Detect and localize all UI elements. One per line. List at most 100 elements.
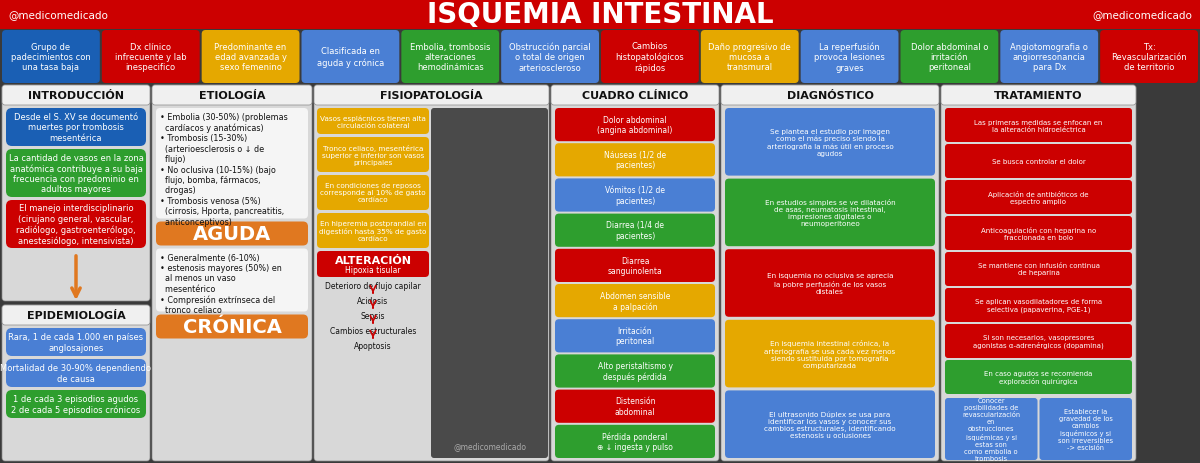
- FancyBboxPatch shape: [946, 217, 1132, 250]
- Text: Angiotomografia o
angiorresonancia
para Dx: Angiotomografia o angiorresonancia para …: [1010, 43, 1088, 72]
- Text: Desde el S. XV se documentó
muertes por trombosis
mesentérica: Desde el S. XV se documentó muertes por …: [14, 113, 138, 143]
- Text: Las primeras medidas se enfocan en
la alteración hidroeléctrica: Las primeras medidas se enfocan en la al…: [974, 119, 1103, 132]
- Text: • Embolia (30-50%) (problemas
  cardíacos y anatómicas)
• Trombosis (15-30%)
  (: • Embolia (30-50%) (problemas cardíacos …: [160, 113, 288, 226]
- FancyBboxPatch shape: [800, 31, 899, 84]
- FancyBboxPatch shape: [554, 284, 715, 318]
- Text: Se plantea el estudio por imagen
como el más preciso siendo la
arteriografía la : Se plantea el estudio por imagen como el…: [767, 128, 893, 156]
- FancyBboxPatch shape: [701, 31, 799, 84]
- Text: TRATAMIENTO: TRATAMIENTO: [995, 91, 1082, 101]
- FancyBboxPatch shape: [554, 319, 715, 353]
- Text: Diarrea
sanguinolenta: Diarrea sanguinolenta: [607, 256, 662, 275]
- FancyBboxPatch shape: [431, 109, 548, 458]
- Text: Anticoagulación con heparina no
fraccionada en bolo: Anticoagulación con heparina no fraccion…: [980, 226, 1096, 240]
- FancyBboxPatch shape: [554, 355, 715, 388]
- FancyBboxPatch shape: [721, 86, 940, 106]
- Text: Dolor abdominal o
irritación
peritoneal: Dolor abdominal o irritación peritoneal: [911, 43, 988, 72]
- FancyBboxPatch shape: [946, 288, 1132, 322]
- FancyBboxPatch shape: [6, 200, 146, 249]
- FancyBboxPatch shape: [1001, 31, 1098, 84]
- Text: FISIOPATOLOGÍA: FISIOPATOLOGÍA: [380, 91, 482, 101]
- Text: El manejo interdisciplinario
(cirujano general, vascular,
radiólogo, gastroenter: El manejo interdisciplinario (cirujano g…: [16, 204, 136, 245]
- FancyBboxPatch shape: [601, 31, 698, 84]
- Text: Deterioro de flujo capilar: Deterioro de flujo capilar: [325, 282, 421, 290]
- Text: 1 de cada 3 episodios agudos
2 de cada 5 episodios crónicos: 1 de cada 3 episodios agudos 2 de cada 5…: [11, 394, 140, 414]
- FancyBboxPatch shape: [202, 31, 300, 84]
- FancyBboxPatch shape: [554, 109, 715, 142]
- Text: Diarrea (1/4 de
pacientes): Diarrea (1/4 de pacientes): [606, 221, 664, 240]
- Text: ISQUEMIA INTESTINAL: ISQUEMIA INTESTINAL: [427, 1, 773, 29]
- Text: Tx:
Revascularización
de territorio: Tx: Revascularización de territorio: [1111, 43, 1187, 72]
- Text: EPIDEMIOLOGÍA: EPIDEMIOLOGÍA: [26, 310, 125, 320]
- FancyBboxPatch shape: [6, 150, 146, 198]
- Text: En condiciones de reposos
corresponde al 10% de gasto
cardíaco: En condiciones de reposos corresponde al…: [320, 183, 426, 203]
- Text: Abdomen sensible
a palpación: Abdomen sensible a palpación: [600, 291, 670, 311]
- Text: Grupo de
padecimientos con
una tasa baja: Grupo de padecimientos con una tasa baja: [11, 43, 91, 72]
- FancyBboxPatch shape: [6, 109, 146, 147]
- Text: Predominante en
edad avanzada y
sexo femenino: Predominante en edad avanzada y sexo fem…: [215, 43, 287, 72]
- FancyBboxPatch shape: [900, 31, 998, 84]
- Text: Pérdida ponderal
⊕ ↓ ingesta y pulso: Pérdida ponderal ⊕ ↓ ingesta y pulso: [598, 432, 673, 451]
- Text: • Generalmente (6-10%)
• estenosis mayores (50%) en
  al menos un vaso
  mesenté: • Generalmente (6-10%) • estenosis mayor…: [160, 253, 282, 314]
- FancyBboxPatch shape: [156, 315, 308, 339]
- Text: Dolor abdominal
(angina abdominal): Dolor abdominal (angina abdominal): [598, 116, 673, 135]
- FancyBboxPatch shape: [317, 138, 430, 173]
- FancyBboxPatch shape: [946, 181, 1132, 214]
- Text: Tronco celiaco, mesentérica
superior e inferior son vasos
principales: Tronco celiaco, mesentérica superior e i…: [322, 144, 424, 166]
- Text: Acidosis: Acidosis: [358, 296, 389, 305]
- Text: Mortalidad de 30-90% dependiendo
de causa: Mortalidad de 30-90% dependiendo de caus…: [0, 363, 151, 383]
- Text: ETIOLOGÍA: ETIOLOGÍA: [199, 91, 265, 101]
- Text: Rara, 1 de cada 1.000 en países
anglosajones: Rara, 1 de cada 1.000 en países anglosaj…: [8, 332, 144, 352]
- FancyBboxPatch shape: [725, 391, 935, 458]
- FancyBboxPatch shape: [152, 86, 312, 461]
- FancyBboxPatch shape: [554, 425, 715, 458]
- Text: ALTERACIÓN: ALTERACIÓN: [335, 256, 412, 265]
- Text: Conocer
posibilidades de
revascularización
en
obstrucciones
isquémicas y si
esta: Conocer posibilidades de revascularizaci…: [962, 398, 1020, 461]
- FancyBboxPatch shape: [551, 86, 719, 461]
- Text: Hipoxia tisular: Hipoxia tisular: [346, 266, 401, 275]
- FancyBboxPatch shape: [317, 213, 430, 249]
- Text: DIAGNÓSTICO: DIAGNÓSTICO: [786, 91, 874, 101]
- FancyBboxPatch shape: [946, 324, 1132, 358]
- Text: La cantidad de vasos en la zona
anatómica contribuye a su baja
frecuencia con pr: La cantidad de vasos en la zona anatómic…: [8, 153, 144, 194]
- Text: Clasificada en
aguda y crónica: Clasificada en aguda y crónica: [317, 47, 384, 67]
- FancyBboxPatch shape: [2, 305, 150, 461]
- FancyBboxPatch shape: [317, 109, 430, 135]
- Text: Daño progresivo de
mucosa a
transmural: Daño progresivo de mucosa a transmural: [708, 43, 791, 72]
- FancyBboxPatch shape: [554, 390, 715, 423]
- Text: Náuseas (1/2 de
pacientes): Náuseas (1/2 de pacientes): [604, 151, 666, 170]
- FancyBboxPatch shape: [156, 249, 308, 312]
- FancyBboxPatch shape: [725, 320, 935, 388]
- Text: Cambios
histopatológicos
rápidos: Cambios histopatológicos rápidos: [616, 42, 684, 73]
- FancyBboxPatch shape: [725, 250, 935, 317]
- FancyBboxPatch shape: [946, 398, 1038, 460]
- FancyBboxPatch shape: [554, 214, 715, 247]
- FancyBboxPatch shape: [1100, 31, 1198, 84]
- Text: Se mantiene con infusión continua
de heparina: Se mantiene con infusión continua de hep…: [978, 263, 1099, 276]
- Text: El ultrasonido Dúplex se usa para
identificar los vasos y conocer sus
cambios es: El ultrasonido Dúplex se usa para identi…: [764, 411, 896, 438]
- Text: Apoptosis: Apoptosis: [354, 341, 392, 350]
- Text: Alto peristaltismo y
después pérdida: Alto peristaltismo y después pérdida: [598, 361, 672, 381]
- FancyBboxPatch shape: [401, 31, 499, 84]
- FancyBboxPatch shape: [2, 86, 150, 301]
- FancyBboxPatch shape: [317, 175, 430, 211]
- Text: En caso agudos se recomienda
exploración quirúrgica: En caso agudos se recomienda exploración…: [984, 370, 1093, 384]
- FancyBboxPatch shape: [6, 390, 146, 418]
- FancyBboxPatch shape: [502, 31, 599, 84]
- Text: @medicomedicado: @medicomedicado: [1092, 10, 1192, 20]
- Text: Aplicación de antibióticos de
espectro amplio: Aplicación de antibióticos de espectro a…: [989, 191, 1088, 205]
- FancyBboxPatch shape: [314, 86, 550, 106]
- FancyBboxPatch shape: [725, 179, 935, 247]
- FancyBboxPatch shape: [725, 109, 935, 176]
- Text: @medicomedicado: @medicomedicado: [8, 10, 108, 20]
- FancyBboxPatch shape: [317, 251, 430, 277]
- FancyBboxPatch shape: [6, 328, 146, 356]
- FancyBboxPatch shape: [6, 359, 146, 387]
- FancyBboxPatch shape: [2, 86, 150, 106]
- FancyBboxPatch shape: [946, 360, 1132, 394]
- FancyBboxPatch shape: [2, 31, 100, 84]
- FancyBboxPatch shape: [1039, 398, 1132, 460]
- Text: Dx clínico
infrecuente y lab
inespecifico: Dx clínico infrecuente y lab inespecific…: [115, 43, 186, 72]
- FancyBboxPatch shape: [301, 31, 400, 84]
- FancyBboxPatch shape: [941, 86, 1136, 106]
- Text: En estudios simples se ve dilatación
de asas, neumatosis intestinal,
impresiones: En estudios simples se ve dilatación de …: [764, 199, 895, 227]
